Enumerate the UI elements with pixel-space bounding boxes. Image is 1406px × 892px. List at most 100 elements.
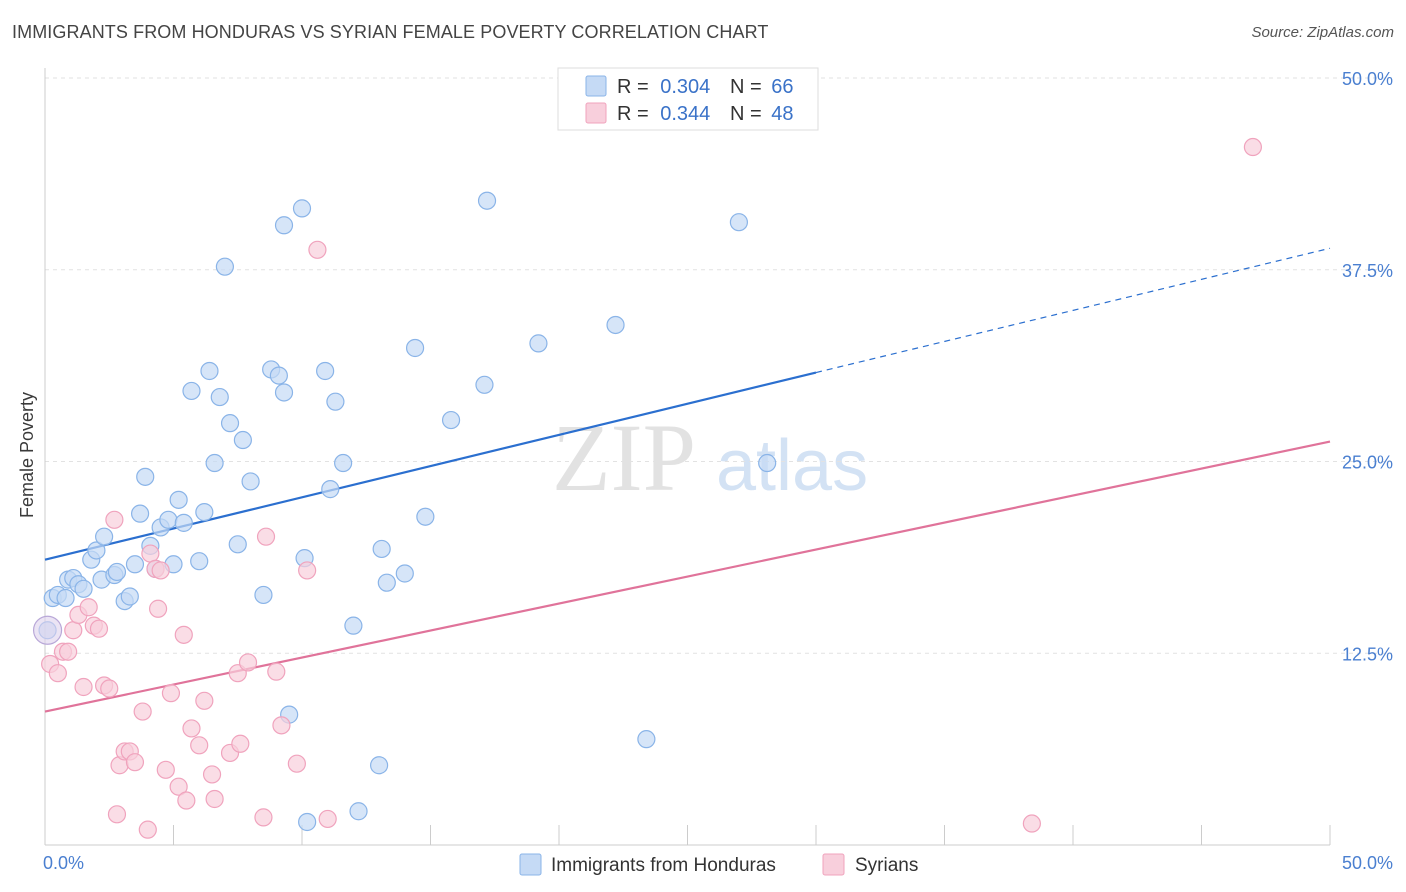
point-honduras [334,453,353,473]
trend-lines [44,247,1331,713]
point-syrians [100,679,119,698]
point-syrians [1022,814,1041,833]
point-honduras [269,366,288,385]
point-honduras [637,730,656,749]
point-syrians [177,791,196,810]
y-tick-label: 50.0% [1342,69,1393,89]
legend-bottom: Immigrants from Honduras Syrians [519,853,918,876]
point-honduras [298,812,317,832]
point-syrians [205,789,224,809]
point-honduras [107,562,127,582]
point-syrians [287,754,306,773]
point-honduras [254,585,273,605]
legend-r-label: R = [617,76,654,98]
point-honduras [205,453,224,473]
point-syrians [318,809,337,829]
point-honduras [606,315,625,335]
point-syrians [256,527,276,546]
point-syrians [238,653,258,672]
point-honduras [395,564,414,583]
point-honduras [169,490,188,509]
point-syrians [308,240,327,259]
point-syrians [1243,137,1263,157]
point-honduras [87,541,106,560]
source-label: Source: ZipAtlas.com [1251,24,1394,41]
point-honduras [130,504,150,523]
legend-n-value: 66 [771,76,793,98]
point-honduras [405,338,425,358]
point-honduras [74,579,93,598]
point-syrians [59,642,78,661]
point-syrians [138,820,157,839]
point-syrians [133,702,152,721]
legend-bottom-swatch-honduras [519,853,542,876]
point-honduras [321,480,340,499]
point-honduras [120,587,139,606]
point-syrians [48,664,67,683]
point-honduras [174,513,193,532]
point-syrians [174,625,193,644]
point-honduras [377,573,396,592]
point-honduras [475,375,494,394]
point-honduras [292,199,312,218]
trend-line-honduras [44,371,817,561]
chart-title: IMMIGRANTS FROM HONDURAS VS SYRIAN FEMAL… [12,22,769,42]
point-syrians [105,510,124,529]
point-honduras [125,555,145,574]
x-tick-label: 50.0% [1342,853,1393,873]
point-honduras [210,387,229,407]
point-honduras [228,535,247,554]
legend-swatch-honduras [585,75,607,97]
point-honduras [372,539,391,559]
point-honduras [95,527,114,546]
svg-text:R = 0.304: R = 0.304 [617,76,710,98]
point-honduras [349,802,368,821]
legend-r-value: 0.344 [660,103,710,125]
point-syrians [267,662,286,681]
point-syrians [156,760,175,779]
point-syrians [272,716,291,735]
svg-text:R = 0.344: R = 0.344 [617,103,710,125]
legend-bottom-syrians: Syrians [855,855,918,876]
point-syrians [89,619,109,638]
watermark-zip: ZIP [552,404,696,511]
point-honduras [529,334,548,353]
point-honduras [758,453,777,473]
legend-n-label: N = [730,76,767,98]
watermark-atlas: atlas [716,426,868,506]
point-syrians [254,808,273,827]
point-honduras [274,383,294,402]
tick-labels: 12.5% 25.0% 37.5% 50.0% 0.0% 50.0% [43,69,1393,873]
point-honduras [56,588,75,608]
point-honduras [182,381,201,401]
point-honduras [729,213,749,232]
point-honduras [215,257,234,276]
point-syrians [148,599,168,618]
point-syrians [125,753,145,772]
point-syrians [64,621,83,640]
point-syrians [202,765,222,784]
y-tick-label: 12.5% [1342,644,1393,664]
point-syrians [169,777,188,796]
point-honduras [477,191,497,210]
y-tick-label: 25.0% [1342,453,1393,473]
x-tick-label: 0.0% [43,853,84,873]
point-honduras [136,467,155,486]
point-honduras [416,507,435,526]
point-overlap [32,615,63,645]
point-honduras [190,552,209,571]
point-honduras [316,361,335,381]
legend-swatch-syrians [585,102,607,124]
point-syrians [298,561,317,580]
legend-r-value: 0.304 [660,76,710,98]
point-honduras [326,392,345,411]
point-syrians [161,684,181,703]
point-honduras [274,216,294,235]
point-syrians [74,677,93,697]
point-honduras [241,472,260,491]
trend-line-honduras-extension [815,247,1331,374]
svg-text:N = 48: N = 48 [730,103,794,125]
point-syrians [182,719,201,738]
legend-bottom-honduras: Immigrants from Honduras [551,855,776,876]
